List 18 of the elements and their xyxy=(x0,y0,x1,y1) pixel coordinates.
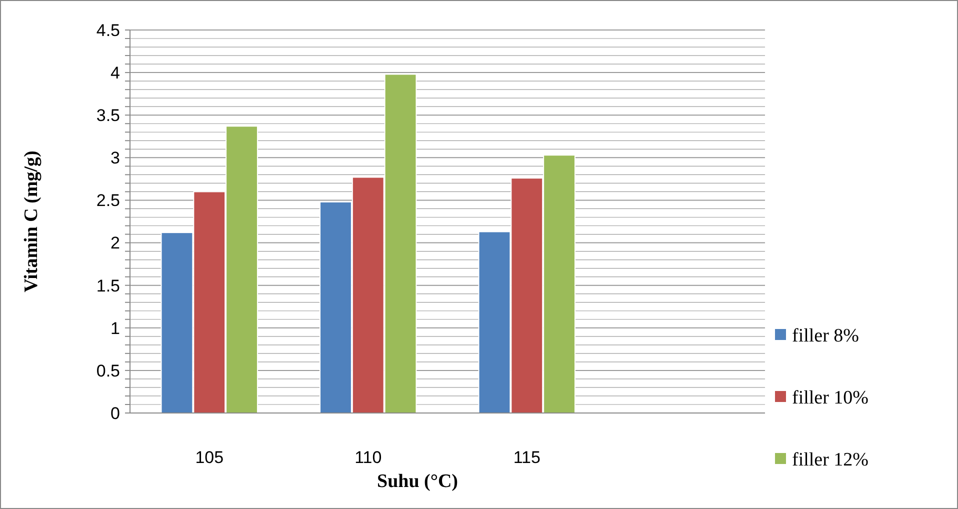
y-tick-label: 4 xyxy=(110,64,120,83)
y-axis-title: Vitamin C (mg/g) xyxy=(21,150,42,292)
y-tick-label: 2.5 xyxy=(96,191,120,210)
y-tick-label: 4.5 xyxy=(96,20,120,40)
legend-label: filler 12% xyxy=(792,450,869,471)
y-tick-label: 3.5 xyxy=(96,106,120,126)
y-tick-label: 0 xyxy=(110,404,120,423)
x-tick-label: 115 xyxy=(513,448,540,467)
y-tick-label: 1 xyxy=(110,318,120,338)
x-tick-label: 105 xyxy=(195,448,224,467)
y-tick-label: 3 xyxy=(110,148,120,168)
y-tick-label: 1.5 xyxy=(96,276,120,296)
legend-label: filler 8% xyxy=(792,326,860,347)
x-tick-label: 110 xyxy=(354,448,382,467)
y-tick-label: 0.5 xyxy=(96,361,120,380)
legend-label: filler 10% xyxy=(792,388,869,409)
x-axis-title: Suhu (°C) xyxy=(377,471,458,492)
y-tick-label: 2 xyxy=(110,234,120,253)
